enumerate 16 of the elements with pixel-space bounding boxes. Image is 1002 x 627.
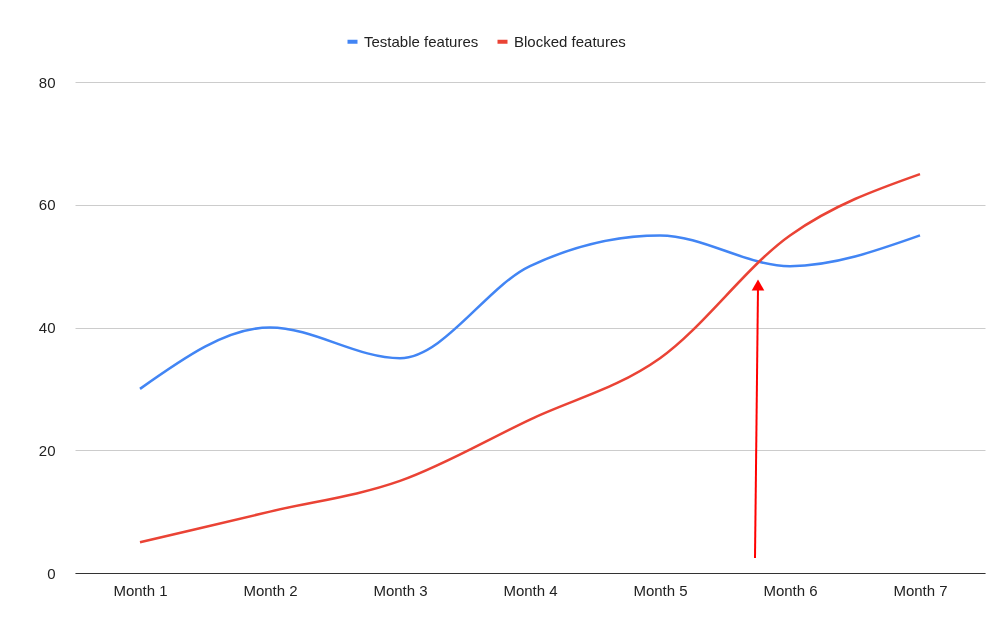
x-tick-label: Month 3 bbox=[373, 581, 428, 599]
y-tick-label: 0 bbox=[47, 564, 56, 582]
x-tick-label: Month 4 bbox=[503, 581, 558, 599]
x-tick-label: Month 5 bbox=[633, 581, 688, 599]
line-series bbox=[138, 172, 922, 544]
x-tick-label: Month 7 bbox=[893, 581, 948, 599]
x-tick-label: Month 6 bbox=[763, 581, 818, 599]
y-tick-label: 60 bbox=[38, 196, 56, 214]
y-tick-label: 40 bbox=[38, 319, 56, 336]
y-tick-label: 20 bbox=[38, 441, 56, 459]
legend-label: Testable features bbox=[364, 32, 479, 50]
x-tick-label: Month 1 bbox=[113, 581, 168, 599]
line-series bbox=[138, 234, 922, 391]
legend-label: Blocked features bbox=[514, 32, 626, 50]
y-tick-label: 80 bbox=[38, 73, 56, 91]
x-tick-label: Month 2 bbox=[243, 581, 298, 599]
